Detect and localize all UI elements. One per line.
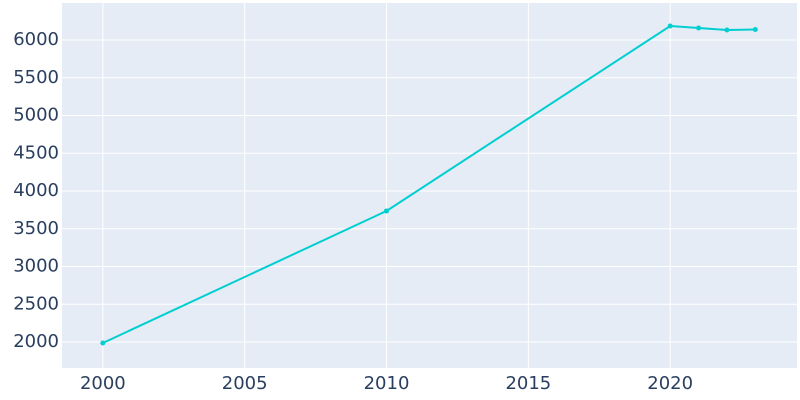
x-tick-label: 2000	[80, 373, 126, 394]
marker	[696, 25, 702, 31]
marker	[724, 27, 730, 33]
marker	[752, 27, 758, 33]
marker	[100, 340, 106, 346]
y-tick-label: 4500	[13, 142, 59, 163]
x-tick-label: 2015	[505, 373, 551, 394]
line	[102, 25, 756, 344]
y-tick-label: 3500	[13, 218, 59, 239]
x-tick-label: 2020	[647, 373, 693, 394]
y-tick-label: 6000	[13, 29, 59, 50]
plot-area	[62, 3, 797, 368]
y-tick-label: 2000	[13, 331, 59, 352]
y-tick-label: 3000	[13, 256, 59, 277]
x-tick-label: 2005	[222, 373, 268, 394]
y-tick-label: 2500	[13, 293, 59, 314]
y-tick-label: 5500	[13, 67, 59, 88]
x-tick-label: 2010	[364, 373, 410, 394]
y-tick-label: 4000	[13, 180, 59, 201]
marker	[667, 23, 673, 29]
marker	[384, 208, 390, 214]
y-tick-label: 5000	[13, 105, 59, 126]
